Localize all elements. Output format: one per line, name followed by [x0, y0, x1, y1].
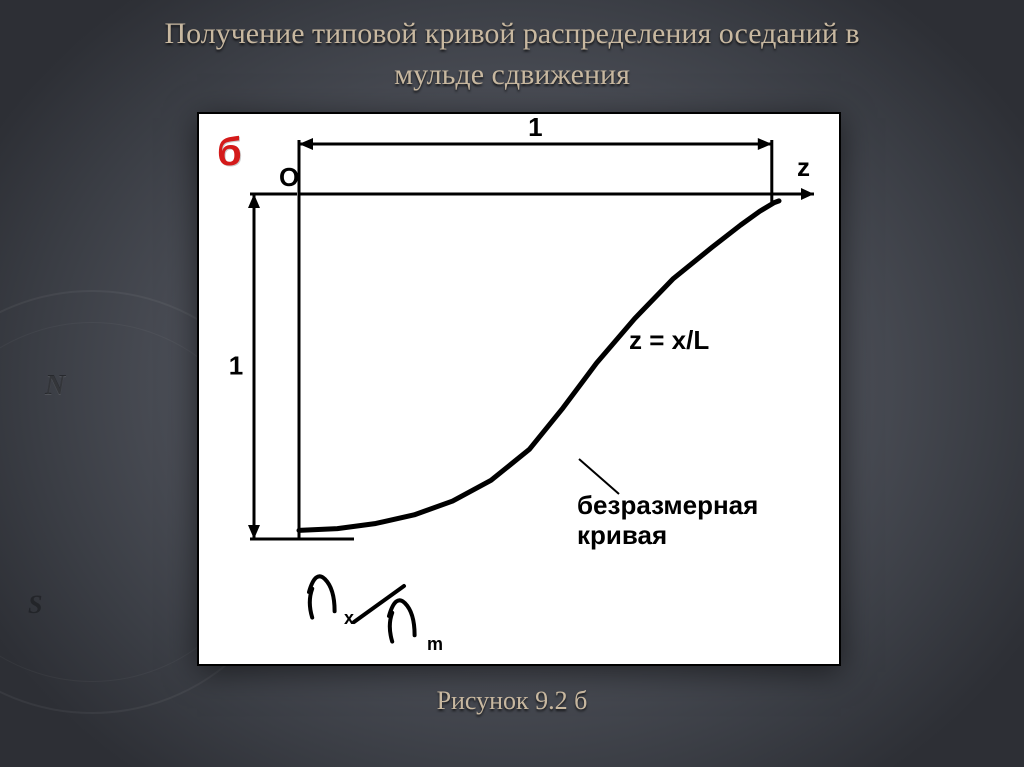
slide-title: Получение типовой кривой распределения о… [0, 14, 1024, 95]
figure-caption: Рисунок 9.2 б [0, 686, 1024, 716]
svg-text:z: z [797, 152, 810, 182]
diagram-svg: 1 1 Oz z = x/L безразмернаякривая x m [199, 114, 839, 664]
svg-text:O: O [279, 162, 299, 192]
decorative-compass-n: N [45, 370, 65, 402]
title-line-2: мульде сдвижения [394, 58, 630, 91]
svg-text:1: 1 [229, 351, 243, 381]
svg-text:кривая: кривая [577, 520, 667, 550]
svg-text:1: 1 [528, 114, 542, 142]
diagram-panel: б 11Ozz = x/Lбезразмернаякриваяxm [197, 112, 841, 666]
svg-text:x: x [344, 608, 354, 628]
svg-text:m: m [427, 634, 443, 654]
svg-text:z = x/L: z = x/L [629, 325, 709, 355]
svg-text:безразмерная: безразмерная [577, 490, 758, 520]
decorative-compass-s: S [28, 590, 42, 620]
title-line-1: Получение типовой кривой распределения о… [164, 17, 859, 50]
